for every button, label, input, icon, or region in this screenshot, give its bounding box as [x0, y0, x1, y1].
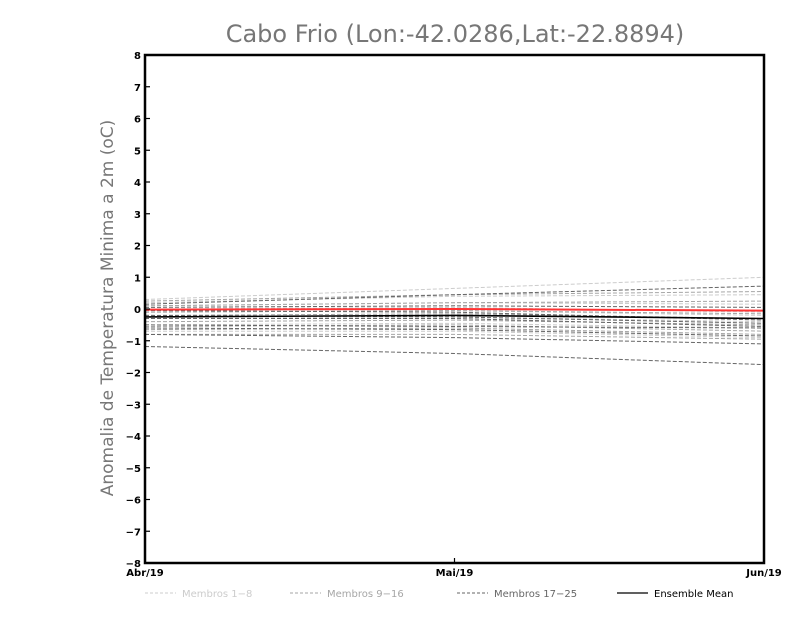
- x-ticks: Abr/19 Mai/19 Jun/19: [126, 558, 782, 579]
- y-tick-label: 5: [134, 146, 141, 157]
- y-tick-label: 0: [134, 305, 141, 316]
- series-line-m2-9: [144, 300, 765, 307]
- series-line-m1-6: [144, 322, 765, 329]
- series-line-m3-18: [144, 310, 765, 321]
- y-tick-label: 8: [134, 51, 141, 62]
- y-tick-label: 4: [134, 178, 141, 189]
- y-tick-label: 2: [134, 242, 141, 253]
- legend-label-m1: Membros 1−8: [182, 589, 252, 600]
- series-line-obs-25: [144, 307, 765, 312]
- series-layer: [144, 276, 765, 366]
- y-tick-label: −7: [126, 527, 141, 538]
- x-tick-label: Mai/19: [436, 568, 474, 579]
- legend: Membros 1−8 Membros 9−16 Membros 17−25 Ense…: [145, 589, 733, 600]
- series-line-m3-20: [145, 318, 765, 327]
- series-line-m3-23: [144, 333, 765, 345]
- series-line-m2-14: [144, 327, 765, 335]
- y-tick-label: −6: [126, 496, 141, 507]
- series-line-m3-21: [144, 324, 765, 329]
- y-tick-label: 3: [134, 210, 141, 221]
- y-tick-label: −2: [126, 369, 141, 380]
- series-line-m2-11: [144, 313, 765, 319]
- series-line-m3-22: [144, 327, 765, 337]
- y-tick-label: −8: [126, 559, 141, 570]
- series-line-m1-0: [144, 276, 765, 300]
- y-tick-label: 1: [134, 273, 141, 284]
- series-line-m2-10: [144, 310, 765, 315]
- legend-label-mean: Ensemble Mean: [654, 589, 733, 600]
- y-tick-label: −4: [126, 432, 141, 443]
- y-ticks: −8 −7 −6 −5 −4 −3 −2 −1 0 1 2 3 4 5 6 7 8: [126, 51, 150, 570]
- y-tick-label: −5: [126, 464, 141, 475]
- y-tick-label: 6: [134, 115, 141, 126]
- x-tick-label: Abr/19: [126, 568, 163, 579]
- series-line-m2-15: [145, 333, 765, 340]
- legend-label-m2: Membros 9−16: [327, 589, 404, 600]
- legend-label-m3: Membros 17−25: [494, 589, 577, 600]
- series-line-m2-13: [144, 324, 765, 332]
- y-tick-label: 7: [134, 83, 141, 94]
- y-tick-label: −3: [126, 400, 141, 411]
- series-line-m2-12: [144, 319, 765, 326]
- y-axis-label: Anomalia de Temperatura Minima a 2m (oC): [98, 120, 118, 497]
- y-tick-label: −1: [126, 337, 141, 348]
- chart-title: Cabo Frio (Lon:-42.0286,Lat:-22.8894): [226, 20, 685, 48]
- series-line-m3-16: [144, 285, 765, 305]
- series-line-m3-24: [144, 346, 765, 366]
- series-line-m1-7: [145, 330, 765, 339]
- series-line-mean-26: [144, 314, 765, 320]
- x-tick-label: Jun/19: [745, 568, 782, 579]
- series-line-m3-17: [144, 305, 765, 308]
